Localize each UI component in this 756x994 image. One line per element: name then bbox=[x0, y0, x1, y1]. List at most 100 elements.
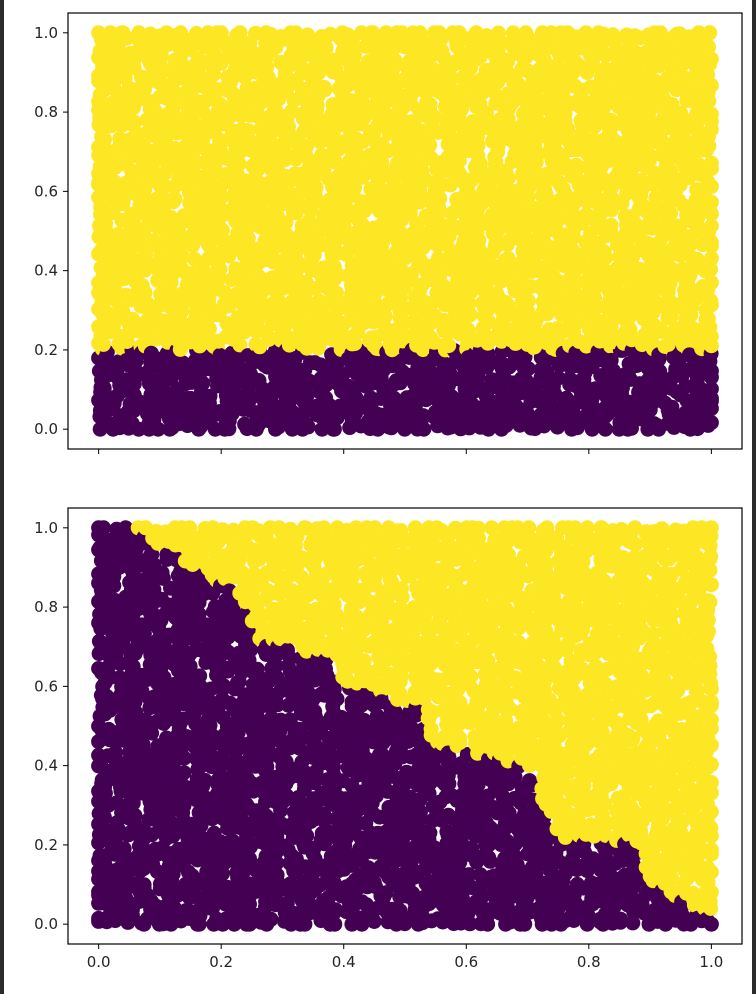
data-point bbox=[624, 295, 640, 311]
data-point bbox=[673, 105, 689, 121]
data-point bbox=[664, 399, 680, 415]
data-point bbox=[469, 224, 485, 240]
data-point bbox=[597, 421, 613, 437]
data-point bbox=[299, 388, 315, 403]
data-point bbox=[241, 876, 257, 892]
data-point bbox=[184, 868, 200, 884]
data-point bbox=[539, 364, 555, 380]
data-point bbox=[703, 106, 719, 122]
data-point bbox=[96, 686, 112, 702]
data-point bbox=[574, 296, 590, 312]
data-point bbox=[291, 197, 307, 213]
data-point bbox=[212, 347, 228, 363]
data-point bbox=[633, 173, 649, 188]
data-point bbox=[415, 408, 431, 424]
data-point bbox=[176, 765, 192, 781]
data-point bbox=[118, 520, 134, 536]
data-point bbox=[297, 112, 313, 128]
data-point bbox=[550, 370, 566, 386]
data-point bbox=[578, 338, 594, 354]
data-point bbox=[348, 520, 364, 536]
data-point bbox=[603, 112, 619, 128]
data-point bbox=[491, 25, 506, 41]
data-point bbox=[461, 867, 477, 883]
data-point bbox=[308, 601, 324, 617]
data-point bbox=[527, 339, 542, 355]
data-point bbox=[95, 336, 111, 352]
data-point bbox=[134, 617, 150, 633]
data-point bbox=[689, 251, 705, 267]
data-point bbox=[316, 520, 332, 536]
data-point bbox=[191, 606, 207, 622]
data-point bbox=[454, 830, 469, 845]
data-point bbox=[537, 181, 553, 197]
data-point bbox=[278, 754, 294, 770]
data-point bbox=[124, 416, 140, 431]
data-point bbox=[518, 25, 534, 41]
data-point bbox=[184, 89, 200, 105]
scatter-points bbox=[91, 25, 719, 437]
data-point bbox=[100, 659, 116, 675]
data-point bbox=[250, 149, 265, 165]
data-point bbox=[463, 668, 479, 684]
data-point bbox=[520, 361, 536, 377]
data-point bbox=[354, 894, 370, 910]
data-point bbox=[205, 37, 221, 53]
data-point bbox=[651, 200, 667, 216]
data-point bbox=[703, 206, 719, 222]
data-point bbox=[282, 712, 298, 728]
data-point bbox=[250, 86, 266, 102]
data-point bbox=[237, 416, 253, 432]
data-point bbox=[703, 293, 719, 309]
data-point bbox=[365, 25, 381, 41]
data-point bbox=[565, 242, 580, 258]
data-point bbox=[451, 25, 467, 41]
data-point bbox=[568, 312, 584, 328]
data-point bbox=[509, 140, 525, 156]
data-point bbox=[596, 244, 612, 260]
data-point bbox=[106, 106, 122, 122]
data-point bbox=[307, 355, 323, 371]
data-point bbox=[645, 94, 660, 110]
data-point bbox=[605, 27, 621, 43]
data-point bbox=[622, 321, 638, 337]
data-point bbox=[374, 614, 390, 630]
data-point bbox=[356, 653, 372, 669]
data-point bbox=[201, 291, 217, 307]
data-point bbox=[196, 95, 212, 111]
data-point bbox=[412, 252, 428, 268]
data-point bbox=[110, 226, 126, 242]
data-point bbox=[441, 123, 456, 139]
y-tick-label: 0.6 bbox=[34, 182, 58, 200]
data-point bbox=[703, 155, 719, 171]
data-point bbox=[101, 721, 117, 737]
data-point bbox=[182, 520, 198, 536]
data-point bbox=[335, 773, 351, 789]
data-point bbox=[374, 136, 390, 152]
data-point bbox=[452, 730, 467, 746]
data-point bbox=[167, 900, 183, 916]
data-point bbox=[703, 250, 719, 266]
data-point bbox=[268, 658, 284, 674]
data-point bbox=[412, 25, 428, 41]
data-point bbox=[383, 729, 399, 745]
data-point bbox=[116, 841, 132, 857]
data-point bbox=[546, 399, 561, 415]
data-point bbox=[172, 227, 188, 243]
data-point bbox=[671, 193, 687, 208]
data-point bbox=[700, 192, 716, 208]
data-point bbox=[287, 590, 303, 605]
data-point bbox=[241, 381, 256, 397]
data-point bbox=[197, 772, 213, 788]
data-point bbox=[242, 541, 258, 557]
data-point bbox=[213, 25, 229, 41]
data-point bbox=[327, 154, 343, 170]
data-point bbox=[232, 44, 248, 60]
data-point bbox=[347, 336, 363, 352]
data-point bbox=[127, 808, 143, 823]
data-point bbox=[278, 226, 294, 241]
data-point bbox=[307, 851, 323, 867]
data-point bbox=[326, 875, 342, 891]
data-point bbox=[434, 252, 449, 268]
data-point bbox=[700, 174, 716, 190]
